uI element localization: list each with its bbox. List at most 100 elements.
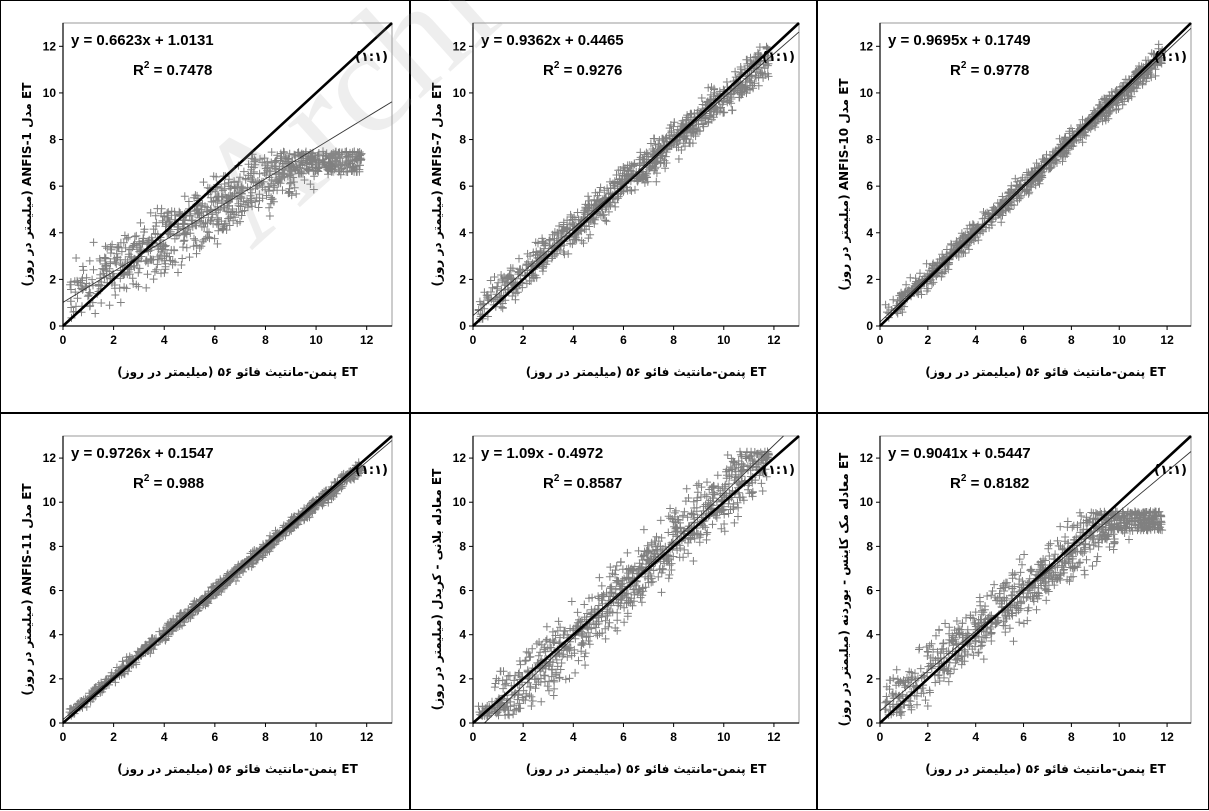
x-tick-label: 4 <box>972 730 979 744</box>
chart-panel-3: 0 2 4 6 8 10 12 0 2 4 6 8 10 12 y = 0.9695x + 0.1749 R2… <box>817 0 1209 413</box>
one-to-one-line <box>472 22 800 327</box>
x-tick-label: 6 <box>620 333 627 347</box>
x-tick-label: 6 <box>1020 333 1027 347</box>
x-tick-label: 4 <box>570 333 577 347</box>
r-squared-symbol: R <box>950 62 961 79</box>
r-squared-value: = 0.9276 <box>559 62 622 79</box>
one-to-one-label: (۱:۱) <box>1154 463 1187 478</box>
y-tick-label: 0 <box>459 716 466 730</box>
scatter-plus-markers <box>881 40 1167 322</box>
r-squared-exponent: 2 <box>144 473 150 484</box>
x-axis-title: ET پنمن-مانتیث فائو ۵۶ (میلیمتر در روز) <box>925 365 1166 380</box>
y-tick-label: 8 <box>866 133 873 147</box>
y-axis-title: ET مدل ANFIS-11 (میلیمتر در روز) <box>20 483 35 696</box>
x-tick-label: 2 <box>925 730 932 744</box>
regression-line <box>879 27 1192 323</box>
x-tick-label: 8 <box>262 730 269 744</box>
x-tick-label: 8 <box>1068 730 1075 744</box>
regression-line <box>879 451 1192 712</box>
scatter-points <box>881 40 1167 322</box>
y-tick-label: 2 <box>49 272 56 286</box>
x-tick-label: 0 <box>60 333 67 347</box>
chart-panel-4: 0 2 4 6 8 10 12 0 2 4 6 8 10 12 y = 0.9726x + 0.1547 R2… <box>0 413 410 810</box>
x-axis-title: ET پنمن-مانتیث فائو ۵۶ (میلیمتر در روز) <box>117 365 358 380</box>
one-to-one-label: (۱:۱) <box>355 463 388 478</box>
y-tick-label: 0 <box>866 716 873 730</box>
x-tick-label: 8 <box>670 333 677 347</box>
y-tick-label: 12 <box>453 451 467 465</box>
x-tick-label: 10 <box>309 730 323 744</box>
y-tick-label: 12 <box>453 39 467 53</box>
regression-line <box>62 440 393 720</box>
y-tick-label: 12 <box>860 451 874 465</box>
x-tick-label: 2 <box>520 730 527 744</box>
x-tick-label: 2 <box>520 333 527 347</box>
y-tick-label: 2 <box>49 672 56 686</box>
r-squared-exponent: 2 <box>144 60 150 71</box>
scatter-points <box>474 42 773 323</box>
x-axis-title: ET پنمن-مانتیث فائو ۵۶ (میلیمتر در روز) <box>526 365 767 380</box>
y-tick-label: 12 <box>43 451 57 465</box>
y-tick-label: 0 <box>49 716 56 730</box>
one-to-one-line <box>879 435 1192 724</box>
one-to-one-label: (۱:۱) <box>1154 50 1187 65</box>
one-to-one-label: (۱:۱) <box>762 50 795 65</box>
r-squared-symbol: R <box>133 475 144 492</box>
x-tick-label: 10 <box>309 333 323 347</box>
r-squared: R2 = 0.7478 <box>133 60 212 79</box>
y-axis-title: ET معادله بلانی - کریدل (میلیمتر در روز) <box>430 468 445 710</box>
x-axis-title: ET پنمن-مانتیث فائو ۵۶ (میلیمتر در روز) <box>925 762 1166 777</box>
y-tick-label: 8 <box>459 539 466 553</box>
x-tick-label: 12 <box>1160 730 1174 744</box>
y-tick-label: 6 <box>459 584 466 598</box>
y-tick-label: 8 <box>459 133 466 147</box>
y-tick-label: 2 <box>866 672 873 686</box>
regression-line <box>484 435 784 724</box>
scatter-plus-markers <box>881 507 1167 720</box>
x-tick-label: 4 <box>161 333 168 347</box>
y-tick-label: 4 <box>49 226 56 240</box>
r-squared: R2 = 0.9778 <box>950 60 1029 79</box>
x-tick-label: 6 <box>212 730 219 744</box>
x-tick-label: 8 <box>262 333 269 347</box>
scatter-points <box>474 447 773 720</box>
chart-panel-1: 0 2 4 6 8 10 12 0 2 4 6 8 10 12 y = 0.6623x + 1.0131 R2… <box>0 0 410 413</box>
regression-equation: y = 0.9726x + 0.1547 <box>71 445 214 462</box>
y-tick-label: 0 <box>866 319 873 333</box>
x-tick-label: 0 <box>877 730 884 744</box>
y-tick-label: 2 <box>459 272 466 286</box>
r-squared-symbol: R <box>543 475 554 492</box>
one-to-one-label: (۱:۱) <box>355 50 388 65</box>
x-tick-label: 6 <box>212 333 219 347</box>
y-tick-label: 6 <box>866 584 873 598</box>
regression-equation: y = 0.9695x + 0.1749 <box>888 32 1031 49</box>
scatter-plus-markers <box>474 42 773 323</box>
x-tick-label: 10 <box>1113 333 1127 347</box>
y-axis-title: ET مدل ANFIS-10 (میلیمتر در روز) <box>837 78 852 291</box>
regression-equation: y = 0.9041x + 0.5447 <box>888 445 1031 462</box>
y-tick-label: 6 <box>866 179 873 193</box>
y-tick-label: 6 <box>49 179 56 193</box>
x-tick-label: 0 <box>470 333 477 347</box>
scatter-points <box>66 147 366 322</box>
x-tick-label: 0 <box>470 730 477 744</box>
r-squared-exponent: 2 <box>961 60 967 71</box>
x-tick-label: 2 <box>925 333 932 347</box>
r-squared-symbol: R <box>543 62 554 79</box>
r-squared-value: = 0.8587 <box>559 475 622 492</box>
x-tick-label: 8 <box>670 730 677 744</box>
x-tick-label: 12 <box>360 730 374 744</box>
one-to-one-line <box>62 22 393 327</box>
chart-panel-2: 0 2 4 6 8 10 12 0 2 4 6 8 10 12 y = 0.9362x + 0.4465 R2… <box>410 0 817 413</box>
regression-line <box>62 101 393 303</box>
y-tick-label: 4 <box>459 628 466 642</box>
y-tick-label: 8 <box>49 539 56 553</box>
x-axis-title: ET پنمن-مانتیث فائو ۵۶ (میلیمتر در روز) <box>117 762 358 777</box>
x-tick-label: 4 <box>570 730 577 744</box>
r-squared: R2 = 0.8182 <box>950 473 1029 492</box>
